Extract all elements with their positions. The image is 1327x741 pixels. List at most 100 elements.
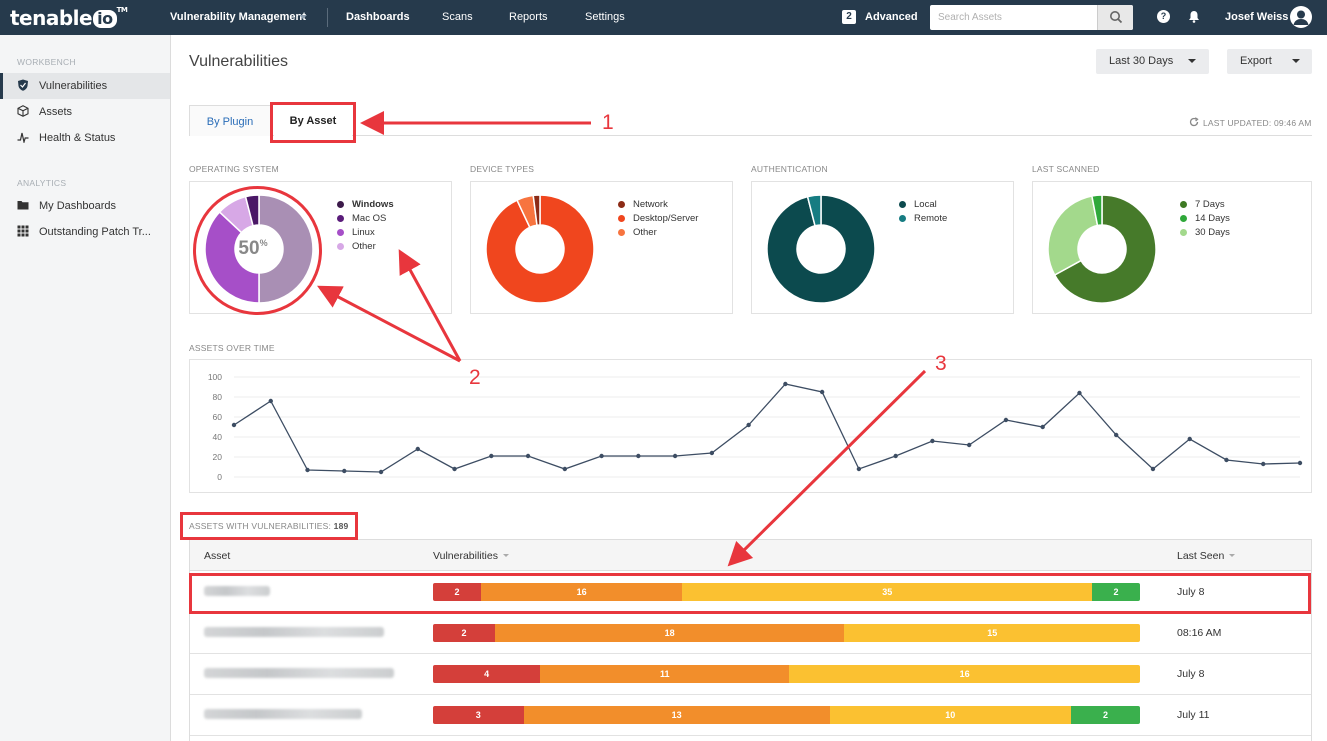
bell-icon[interactable] <box>1188 10 1200 23</box>
data-point[interactable] <box>489 453 494 459</box>
legend-item[interactable]: Linux <box>337 227 394 241</box>
donut-slice[interactable] <box>1053 194 1157 304</box>
data-point[interactable] <box>305 467 310 473</box>
legend-item[interactable]: Other <box>337 241 394 255</box>
data-point[interactable] <box>1187 436 1192 442</box>
tenable-io-logo[interactable]: tenable io TM <box>10 6 128 30</box>
data-point[interactable] <box>1297 460 1303 466</box>
severity-segment-high[interactable]: 13 <box>523 706 830 724</box>
data-point[interactable] <box>231 422 237 428</box>
vulnerability-bar[interactable]: 4 11 16 <box>433 665 1140 683</box>
legend-item[interactable]: 30 Days <box>1180 227 1230 241</box>
data-point[interactable] <box>525 453 531 459</box>
severity-segment-med[interactable]: 16 <box>789 665 1140 683</box>
severity-segment-high[interactable]: 16 <box>480 583 683 601</box>
severity-segment-low[interactable]: 2 <box>1070 706 1140 724</box>
tab-by-asset[interactable]: By Asset <box>274 105 352 136</box>
asset-name-redacted[interactable] <box>204 709 362 719</box>
data-point[interactable] <box>783 381 788 387</box>
data-point[interactable] <box>452 466 457 472</box>
advanced-search-link[interactable]: Advanced <box>865 11 918 23</box>
severity-segment-crit[interactable]: 3 <box>433 706 524 724</box>
refresh-icon[interactable] <box>1189 117 1199 127</box>
severity-segment-high[interactable]: 18 <box>494 624 845 642</box>
data-point[interactable] <box>709 450 715 456</box>
tab-by-plugin[interactable]: By Plugin <box>189 105 271 136</box>
legend-item[interactable]: 14 Days <box>1180 213 1230 227</box>
severity-segment-crit[interactable]: 2 <box>433 583 481 601</box>
line-chart[interactable]: 100 80 60 40 20 0 <box>190 360 1311 492</box>
data-point[interactable] <box>342 468 347 474</box>
donut-slice[interactable] <box>485 194 595 304</box>
export-button[interactable]: Export <box>1227 49 1312 74</box>
nav-reports[interactable]: Reports <box>509 11 548 23</box>
table-row[interactable]: 2 18 15 08:16 AM <box>190 613 1311 654</box>
app-switcher[interactable]: Vulnerability Management <box>170 11 306 23</box>
data-point[interactable] <box>856 466 862 472</box>
authentication-widget[interactable]: Local Remote <box>751 181 1014 314</box>
legend-item[interactable]: Desktop/Server <box>618 213 698 227</box>
sidebar-item-vulnerabilities[interactable]: Vulnerabilities <box>0 73 170 99</box>
data-point[interactable] <box>966 442 972 448</box>
legend-item[interactable]: Windows <box>337 199 394 213</box>
legend-item[interactable]: Mac OS <box>337 213 394 227</box>
legend-item[interactable]: Local <box>899 199 947 213</box>
data-point[interactable] <box>1261 461 1266 467</box>
severity-segment-crit[interactable]: 2 <box>433 624 495 642</box>
data-point[interactable] <box>1077 390 1082 396</box>
donut-slice[interactable] <box>532 194 541 227</box>
chevron-down-icon[interactable] <box>299 15 307 19</box>
column-header-vulnerabilities[interactable]: Vulnerabilities <box>433 550 509 562</box>
donut-chart[interactable] <box>1033 182 1173 313</box>
data-point[interactable] <box>930 438 935 444</box>
donut-slice[interactable] <box>806 194 822 227</box>
sidebar-item-my-dashboards[interactable]: My Dashboards <box>0 193 170 219</box>
legend-item[interactable]: Remote <box>899 213 947 227</box>
legend-item[interactable]: 7 Days <box>1180 199 1230 213</box>
sidebar-item-health-status[interactable]: Health & Status <box>0 125 170 151</box>
data-point[interactable] <box>599 453 604 459</box>
donut-slice[interactable] <box>1091 194 1103 227</box>
asset-name-redacted[interactable] <box>204 668 394 678</box>
data-point[interactable] <box>819 389 825 395</box>
column-header-last-seen[interactable]: Last Seen <box>1177 550 1236 562</box>
data-point[interactable] <box>672 453 678 459</box>
legend-item[interactable]: Other <box>618 227 698 241</box>
data-point[interactable] <box>1040 424 1045 430</box>
data-point[interactable] <box>1003 417 1009 423</box>
severity-segment-low[interactable]: 2 <box>1092 583 1140 601</box>
last-scanned-widget[interactable]: 7 Days 14 Days 30 Days <box>1032 181 1312 314</box>
table-row[interactable]: 3 13 10 2 July 11 <box>190 695 1311 736</box>
vulnerability-bar[interactable]: 3 13 10 2 <box>433 706 1140 724</box>
data-point[interactable] <box>1150 466 1156 472</box>
nav-scans[interactable]: Scans <box>442 11 473 23</box>
severity-segment-med[interactable]: 10 <box>829 706 1071 724</box>
data-point[interactable] <box>1224 457 1229 463</box>
data-point[interactable] <box>268 398 273 404</box>
data-point[interactable] <box>415 446 420 452</box>
data-point[interactable] <box>636 453 641 459</box>
data-point[interactable] <box>746 422 751 428</box>
severity-segment-med[interactable]: 35 <box>682 583 1093 601</box>
column-header-asset[interactable]: Asset <box>204 550 231 562</box>
data-point[interactable] <box>562 466 568 472</box>
data-point[interactable] <box>378 469 384 475</box>
sidebar-item-outstanding-patch[interactable]: Outstanding Patch Tr... <box>0 219 170 245</box>
help-icon[interactable]: ? <box>1157 10 1170 23</box>
table-row[interactable]: 4 11 16 July 8 <box>190 654 1311 695</box>
nav-settings[interactable]: Settings <box>585 11 625 23</box>
device-types-widget[interactable]: Network Desktop/Server Other <box>470 181 733 314</box>
vulnerability-bar[interactable]: 2 16 35 2 <box>433 583 1140 601</box>
donut-slice[interactable] <box>766 194 876 304</box>
assets-over-time-widget[interactable]: 100 80 60 40 20 0 <box>189 359 1312 493</box>
legend-item[interactable]: Network <box>618 199 698 213</box>
data-point[interactable] <box>893 453 898 459</box>
search-input[interactable] <box>930 5 1098 30</box>
vulnerability-bar[interactable]: 2 18 15 <box>433 624 1140 642</box>
avatar[interactable] <box>1290 6 1312 28</box>
nav-dashboards[interactable]: Dashboards <box>346 11 410 23</box>
severity-segment-med[interactable]: 15 <box>844 624 1140 642</box>
search-button[interactable] <box>1097 5 1133 30</box>
severity-segment-high[interactable]: 11 <box>540 665 790 683</box>
donut-slice[interactable] <box>1047 195 1099 277</box>
